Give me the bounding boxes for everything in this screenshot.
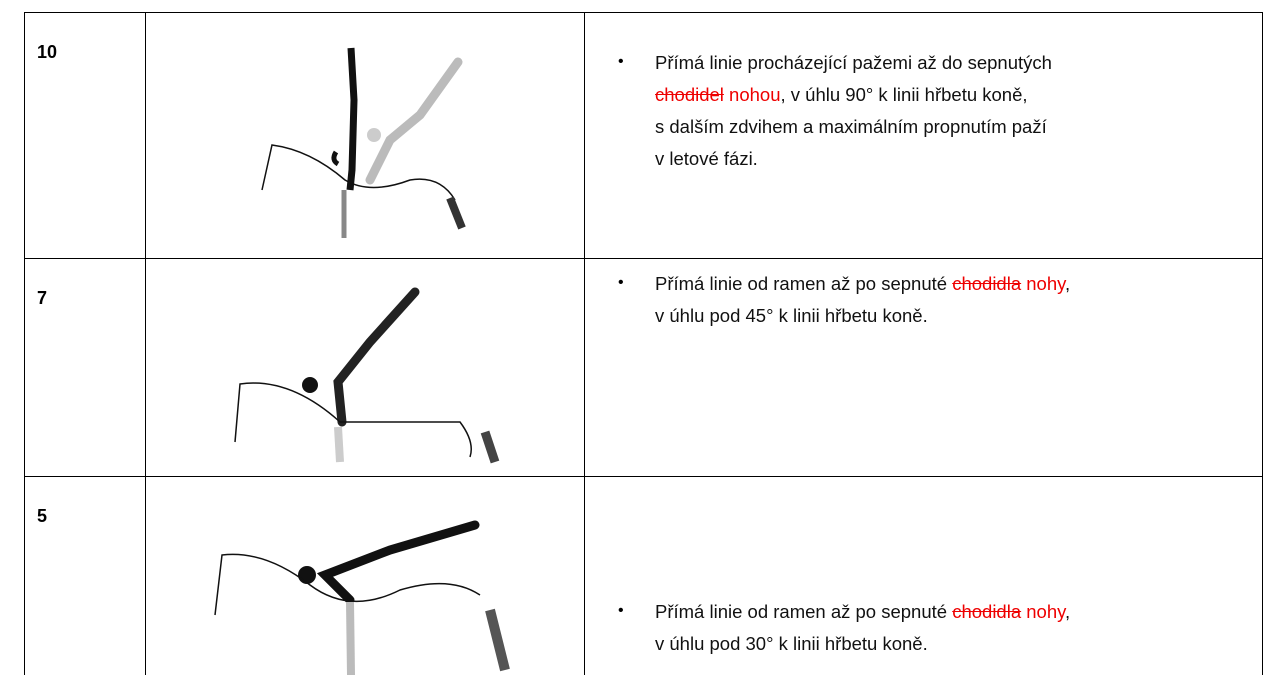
text-deleted: chodidel [655, 84, 724, 105]
description-line: v úhlu pod 45° k linii hřbetu koně. [655, 300, 1070, 332]
bullet: • [618, 53, 624, 70]
score: 5 [37, 506, 48, 526]
text-plain: , [1065, 601, 1071, 622]
table-border [24, 12, 1262, 13]
description: Přímá linie od ramen až po sepnuté chodi… [655, 596, 1070, 660]
score: 10 [37, 42, 58, 62]
description-line: v letové fázi. [655, 143, 1052, 175]
text-plain: , [1065, 273, 1071, 294]
illustration [234, 287, 500, 464]
text-plain: v úhlu pod 45° k linii hřbetu koně. [655, 305, 928, 326]
text-deleted: chodidla [952, 273, 1022, 294]
bullet: • [618, 602, 624, 619]
description-line: Přímá linie od ramen až po sepnuté chodi… [655, 268, 1070, 300]
text-deleted: chodidla [952, 601, 1022, 622]
table-border [584, 12, 585, 675]
table-border [1262, 12, 1263, 675]
table-border [24, 258, 1262, 259]
text-plain: Přímá linie procházející pažemi až do se… [655, 52, 1052, 73]
description-line: chodidel nohou, v úhlu 90° k linii hřbet… [655, 79, 1052, 111]
text-plain: s dalším zdvihem a maximálním propnutím … [655, 116, 1047, 137]
illustration [214, 520, 510, 675]
description-line: Přímá linie od ramen až po sepnuté chodi… [655, 596, 1070, 628]
text-plain: v letové fázi. [655, 148, 758, 169]
table-border [24, 476, 1262, 477]
text-inserted: nohou [723, 84, 781, 105]
illustration [261, 47, 466, 238]
bullet: • [618, 274, 624, 291]
description: Přímá linie od ramen až po sepnuté chodi… [655, 268, 1070, 332]
text-plain: , v úhlu 90° k linii hřbetu koně, [780, 84, 1028, 105]
text-plain: Přímá linie od ramen až po sepnuté [655, 601, 953, 622]
table-border [145, 12, 146, 675]
table-border [24, 12, 25, 675]
score: 7 [37, 288, 48, 308]
text-plain: Přímá linie od ramen až po sepnuté [655, 273, 953, 294]
description: Přímá linie procházející pažemi až do se… [655, 47, 1052, 175]
text-inserted: nohy [1021, 601, 1066, 622]
description-line: Přímá linie procházející pažemi až do se… [655, 47, 1052, 79]
description-line: s dalším zdvihem a maximálním propnutím … [655, 111, 1052, 143]
text-inserted: nohy [1021, 273, 1066, 294]
description-line: v úhlu pod 30° k linii hřbetu koně. [655, 628, 1070, 660]
text-plain: v úhlu pod 30° k linii hřbetu koně. [655, 633, 928, 654]
